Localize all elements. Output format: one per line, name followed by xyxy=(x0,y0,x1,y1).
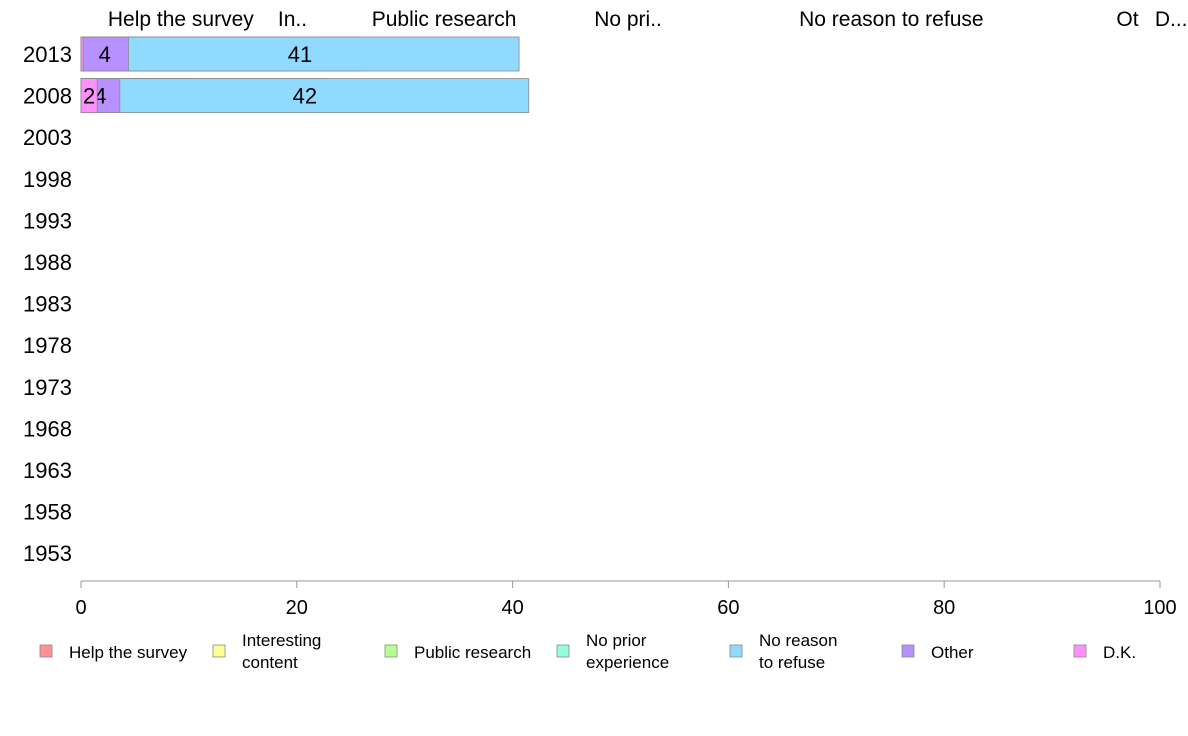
legend-swatch xyxy=(556,644,570,658)
legend-label: to refuse xyxy=(759,653,825,672)
column-header: No pri.. xyxy=(594,8,662,31)
column-header: D... xyxy=(1155,8,1188,31)
data-label: 4 xyxy=(99,42,111,67)
legend-label: No reason xyxy=(759,631,837,650)
y-tick-label: 1998 xyxy=(23,167,72,192)
legend-label: Public research xyxy=(414,643,531,662)
legend-swatch xyxy=(212,644,226,658)
y-tick-label: 1988 xyxy=(23,250,72,275)
y-tick-label: 2008 xyxy=(23,84,72,109)
bar-segment xyxy=(80,78,530,113)
y-tick-label: 1968 xyxy=(23,416,72,441)
x-tick-label: 60 xyxy=(717,597,739,619)
y-tick-label: 1963 xyxy=(23,458,72,483)
data-label: 2 xyxy=(83,84,95,109)
legend-swatch xyxy=(729,644,743,658)
legend-label: Interesting xyxy=(242,631,321,650)
bar-segment xyxy=(80,78,98,113)
y-tick-label: 2013 xyxy=(23,42,72,67)
x-tick-label: 40 xyxy=(501,597,523,619)
legend-label: D.K. xyxy=(1103,643,1136,662)
legend-label: content xyxy=(242,653,298,672)
bar-segment xyxy=(80,36,129,72)
legend-label: Other xyxy=(931,643,974,662)
legend-swatch xyxy=(901,644,915,658)
legend-label: experience xyxy=(586,653,669,672)
column-header: Ot xyxy=(1116,8,1138,31)
x-tick-label: 20 xyxy=(286,597,308,619)
data-label: 41 xyxy=(288,42,312,67)
column-header: In.. xyxy=(278,8,307,31)
y-tick-label: 1973 xyxy=(23,375,72,400)
legend-label: No prior xyxy=(586,631,647,650)
legend-label: Help the survey xyxy=(69,643,188,662)
y-tick-label: 1993 xyxy=(23,208,72,233)
data-label: 42 xyxy=(293,84,317,109)
bar-segment xyxy=(80,36,84,72)
y-tick-label: 1983 xyxy=(23,292,72,317)
column-header: Help the survey xyxy=(108,8,254,31)
legend-swatch xyxy=(39,644,53,658)
y-tick-label: 1978 xyxy=(23,333,72,358)
y-tick-label: 1958 xyxy=(23,500,72,525)
legend-swatch xyxy=(384,644,398,658)
legend-swatch xyxy=(1073,644,1087,658)
y-tick-label: 2003 xyxy=(23,125,72,150)
x-tick-label: 0 xyxy=(75,597,86,619)
x-tick-label: 80 xyxy=(933,597,955,619)
column-header: No reason to refuse xyxy=(799,8,983,31)
x-tick-label: 100 xyxy=(1143,597,1176,619)
y-tick-label: 1953 xyxy=(23,541,72,566)
bar-segment xyxy=(80,36,520,72)
column-header: Public research xyxy=(372,8,517,31)
